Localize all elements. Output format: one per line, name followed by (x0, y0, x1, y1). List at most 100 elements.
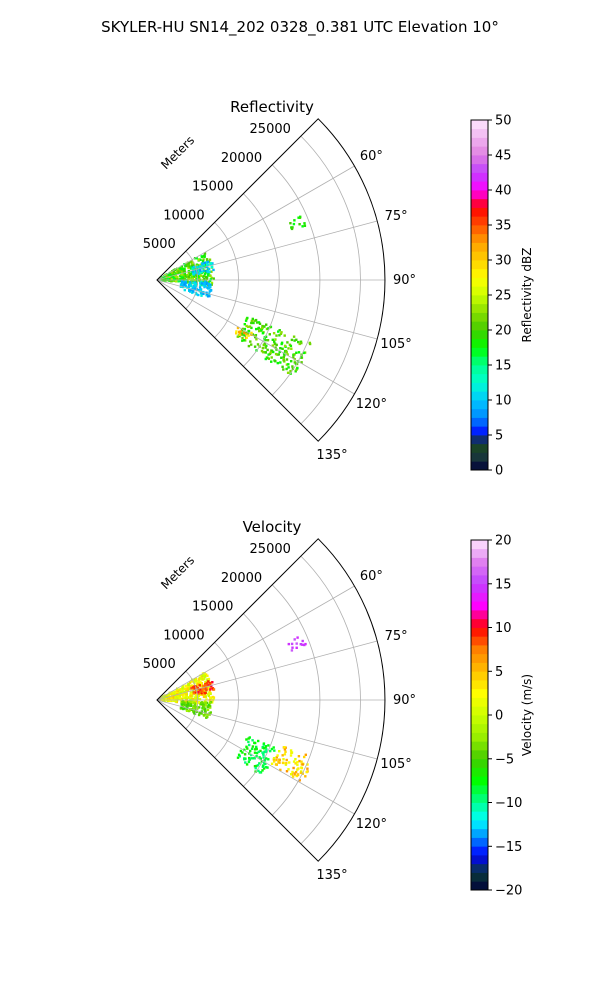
echo-pixel (198, 684, 201, 687)
echo-pixel (162, 696, 165, 700)
echo-pixel (238, 755, 241, 758)
echo-pixel (192, 698, 195, 701)
echo-pixel (207, 677, 211, 681)
echo-pixel (171, 275, 174, 278)
echo-pixel (193, 680, 196, 683)
sector-outline (156, 118, 386, 442)
echo-pixel (185, 706, 189, 709)
echo-pixel (264, 762, 267, 766)
azimuth-spoke (156, 699, 355, 815)
echo-pixel (261, 326, 264, 330)
echo-pixel (200, 710, 204, 713)
echo-pixel (262, 742, 266, 745)
echo-pixel (283, 354, 286, 357)
colorbar-tick-label: 15 (495, 359, 512, 374)
echo-pixel (277, 353, 280, 356)
echo-pixel (205, 686, 208, 689)
echo-pixel (283, 753, 287, 756)
echo-pixel (262, 351, 265, 354)
reflectivity-title: Reflectivity (230, 98, 314, 116)
echo-pixel (290, 751, 294, 754)
echo-pixel (267, 353, 270, 356)
echo-pixel (262, 767, 266, 770)
echo-pixel (202, 695, 206, 699)
colorbar-segment (471, 793, 488, 803)
echo-pixel (209, 701, 213, 704)
echo-pixel (298, 779, 301, 782)
echo-pixel (212, 688, 216, 691)
echo-pixel (293, 361, 296, 364)
echo-pixel (238, 333, 241, 336)
echo-pixel (263, 750, 266, 754)
echo-pixel (176, 278, 180, 281)
echo-pixel (209, 261, 212, 265)
echo-pixel (170, 698, 173, 701)
echo-pixel (245, 336, 248, 339)
echo-pixel (200, 677, 203, 681)
echo-pixel (206, 260, 210, 264)
echo-pixel (269, 749, 272, 753)
echo-pixel (199, 258, 202, 261)
echo-pixel (259, 757, 262, 760)
echo-pixel (241, 751, 244, 754)
colorbar-segment (471, 618, 488, 628)
echo-pixel (298, 759, 301, 763)
echo-pixel (289, 754, 293, 757)
echo-pixel (194, 691, 197, 694)
colorbar-tick-label: −5 (495, 752, 514, 767)
echo-pixel (247, 334, 250, 337)
grid-lines (156, 555, 385, 845)
colorbar-segment (471, 365, 488, 375)
echo-pixel (182, 283, 185, 286)
echo-pixel (262, 761, 266, 765)
echo-pixel (203, 692, 206, 695)
echo-pixel (295, 362, 299, 366)
echo-pixel (291, 646, 294, 649)
echo-pixel (192, 273, 196, 276)
echo-pixel (203, 285, 206, 289)
echo-pixel (303, 222, 306, 225)
echo-pixel (272, 746, 275, 749)
colorbar-segment (471, 653, 488, 663)
echo-pixel (264, 338, 267, 342)
colorbar-segment (471, 207, 488, 217)
colorbar-segment (471, 820, 488, 830)
echo-pixel (278, 329, 281, 332)
echo-pixel (251, 745, 255, 748)
echo-pixel (298, 342, 301, 346)
echo-pixel (283, 360, 286, 363)
echo-pixel (208, 690, 211, 693)
colorbar-segment (471, 338, 488, 348)
echo-pixel (178, 267, 181, 270)
echo-pixel (300, 770, 303, 773)
echo-pixel (285, 758, 288, 762)
echo-pixel (181, 267, 184, 271)
colorbar-segment (471, 583, 488, 593)
echo-pixel (265, 748, 268, 751)
echo-pixel (208, 270, 211, 274)
colorbar-tick-label: 40 (495, 184, 512, 199)
echo-pixel (188, 688, 191, 691)
colorbar-segment (471, 163, 488, 173)
echo-pixel (239, 330, 242, 333)
reflectivity-polar-plot: 5000 10000 15000 20000 25000 60° 75° 90° 105° 120… (143, 118, 416, 463)
echo-pixel (168, 279, 171, 282)
echo-pixel (293, 353, 296, 356)
echo-pixel (283, 748, 287, 751)
echo-pixel (199, 269, 202, 272)
colorbar-tick-label: −15 (495, 840, 522, 855)
echo-pixel (193, 287, 197, 290)
echo-pixel (160, 278, 163, 281)
echo-pixel (297, 340, 300, 344)
echo-pixel (188, 265, 191, 268)
echo-pixel (267, 357, 270, 360)
echo-pixel (191, 680, 194, 683)
echo-pixel (262, 343, 265, 347)
echo-pixel (290, 773, 293, 776)
echo-pixel (303, 224, 307, 227)
echo-pixel (169, 274, 172, 277)
echo-pixel (202, 292, 205, 296)
echo-pixel (252, 321, 255, 325)
echo-pixel (255, 327, 258, 331)
